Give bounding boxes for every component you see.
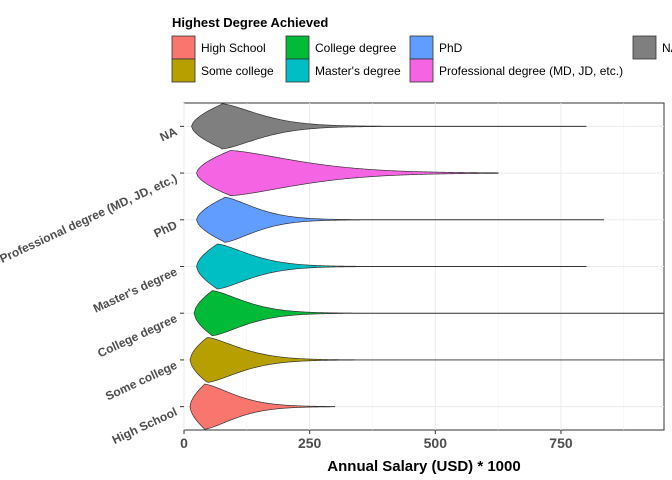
violin-6 [191, 103, 587, 150]
violin-3 [196, 243, 587, 290]
legend-item: College degree [285, 35, 397, 60]
legend-swatch [171, 35, 196, 60]
legend-label: Master's degree [315, 64, 401, 78]
legend-title: Highest Degree Achieved [172, 15, 328, 30]
y-tick-label: PhD [152, 218, 180, 241]
legend-label: High School [201, 41, 266, 55]
violin-5 [196, 150, 499, 197]
legend-label: College degree [315, 41, 397, 55]
legend-swatch [285, 35, 310, 60]
violin-0 [189, 383, 336, 430]
legend-swatch [171, 58, 196, 83]
legend-item: Some college [171, 58, 274, 83]
legend-item: Master's degree [285, 58, 401, 83]
y-tick-label: High School [110, 405, 179, 447]
legend-label: Professional degree (MD, JD, etc.) [439, 64, 623, 78]
legend: Highest Degree Achieved High School Colle… [171, 15, 672, 83]
legend-label: NA [662, 41, 672, 55]
violin-2 [193, 290, 665, 337]
y-tick-label: College degree [95, 311, 179, 360]
x-tick-label: 750 [549, 435, 573, 451]
x-tick-label: 250 [298, 435, 322, 451]
legend-swatch [632, 35, 657, 60]
y-tick-label: NA [158, 124, 180, 144]
x-axis-title: Annual Salary (USD) * 1000 [327, 458, 520, 475]
legend-item: High School [171, 35, 266, 60]
legend-swatch [409, 35, 434, 60]
y-tick-label: Some college [103, 358, 179, 404]
legend-swatch [409, 58, 434, 83]
y-tick-label: Master's degree [91, 264, 180, 315]
legend-item: NA [632, 35, 672, 60]
x-tick-label: 500 [424, 435, 448, 451]
legend-item: PhD [409, 35, 463, 60]
legend-item: Professional degree (MD, JD, etc.) [409, 58, 623, 83]
legend-label: Some college [201, 64, 274, 78]
legend-swatch [285, 58, 310, 83]
violin-4 [196, 196, 605, 243]
violin-1 [189, 337, 665, 383]
y-tick-label: Professional degree (MD, JD, etc.) [0, 171, 179, 266]
legend-label: PhD [439, 41, 463, 55]
x-tick-label: 0 [180, 435, 188, 451]
